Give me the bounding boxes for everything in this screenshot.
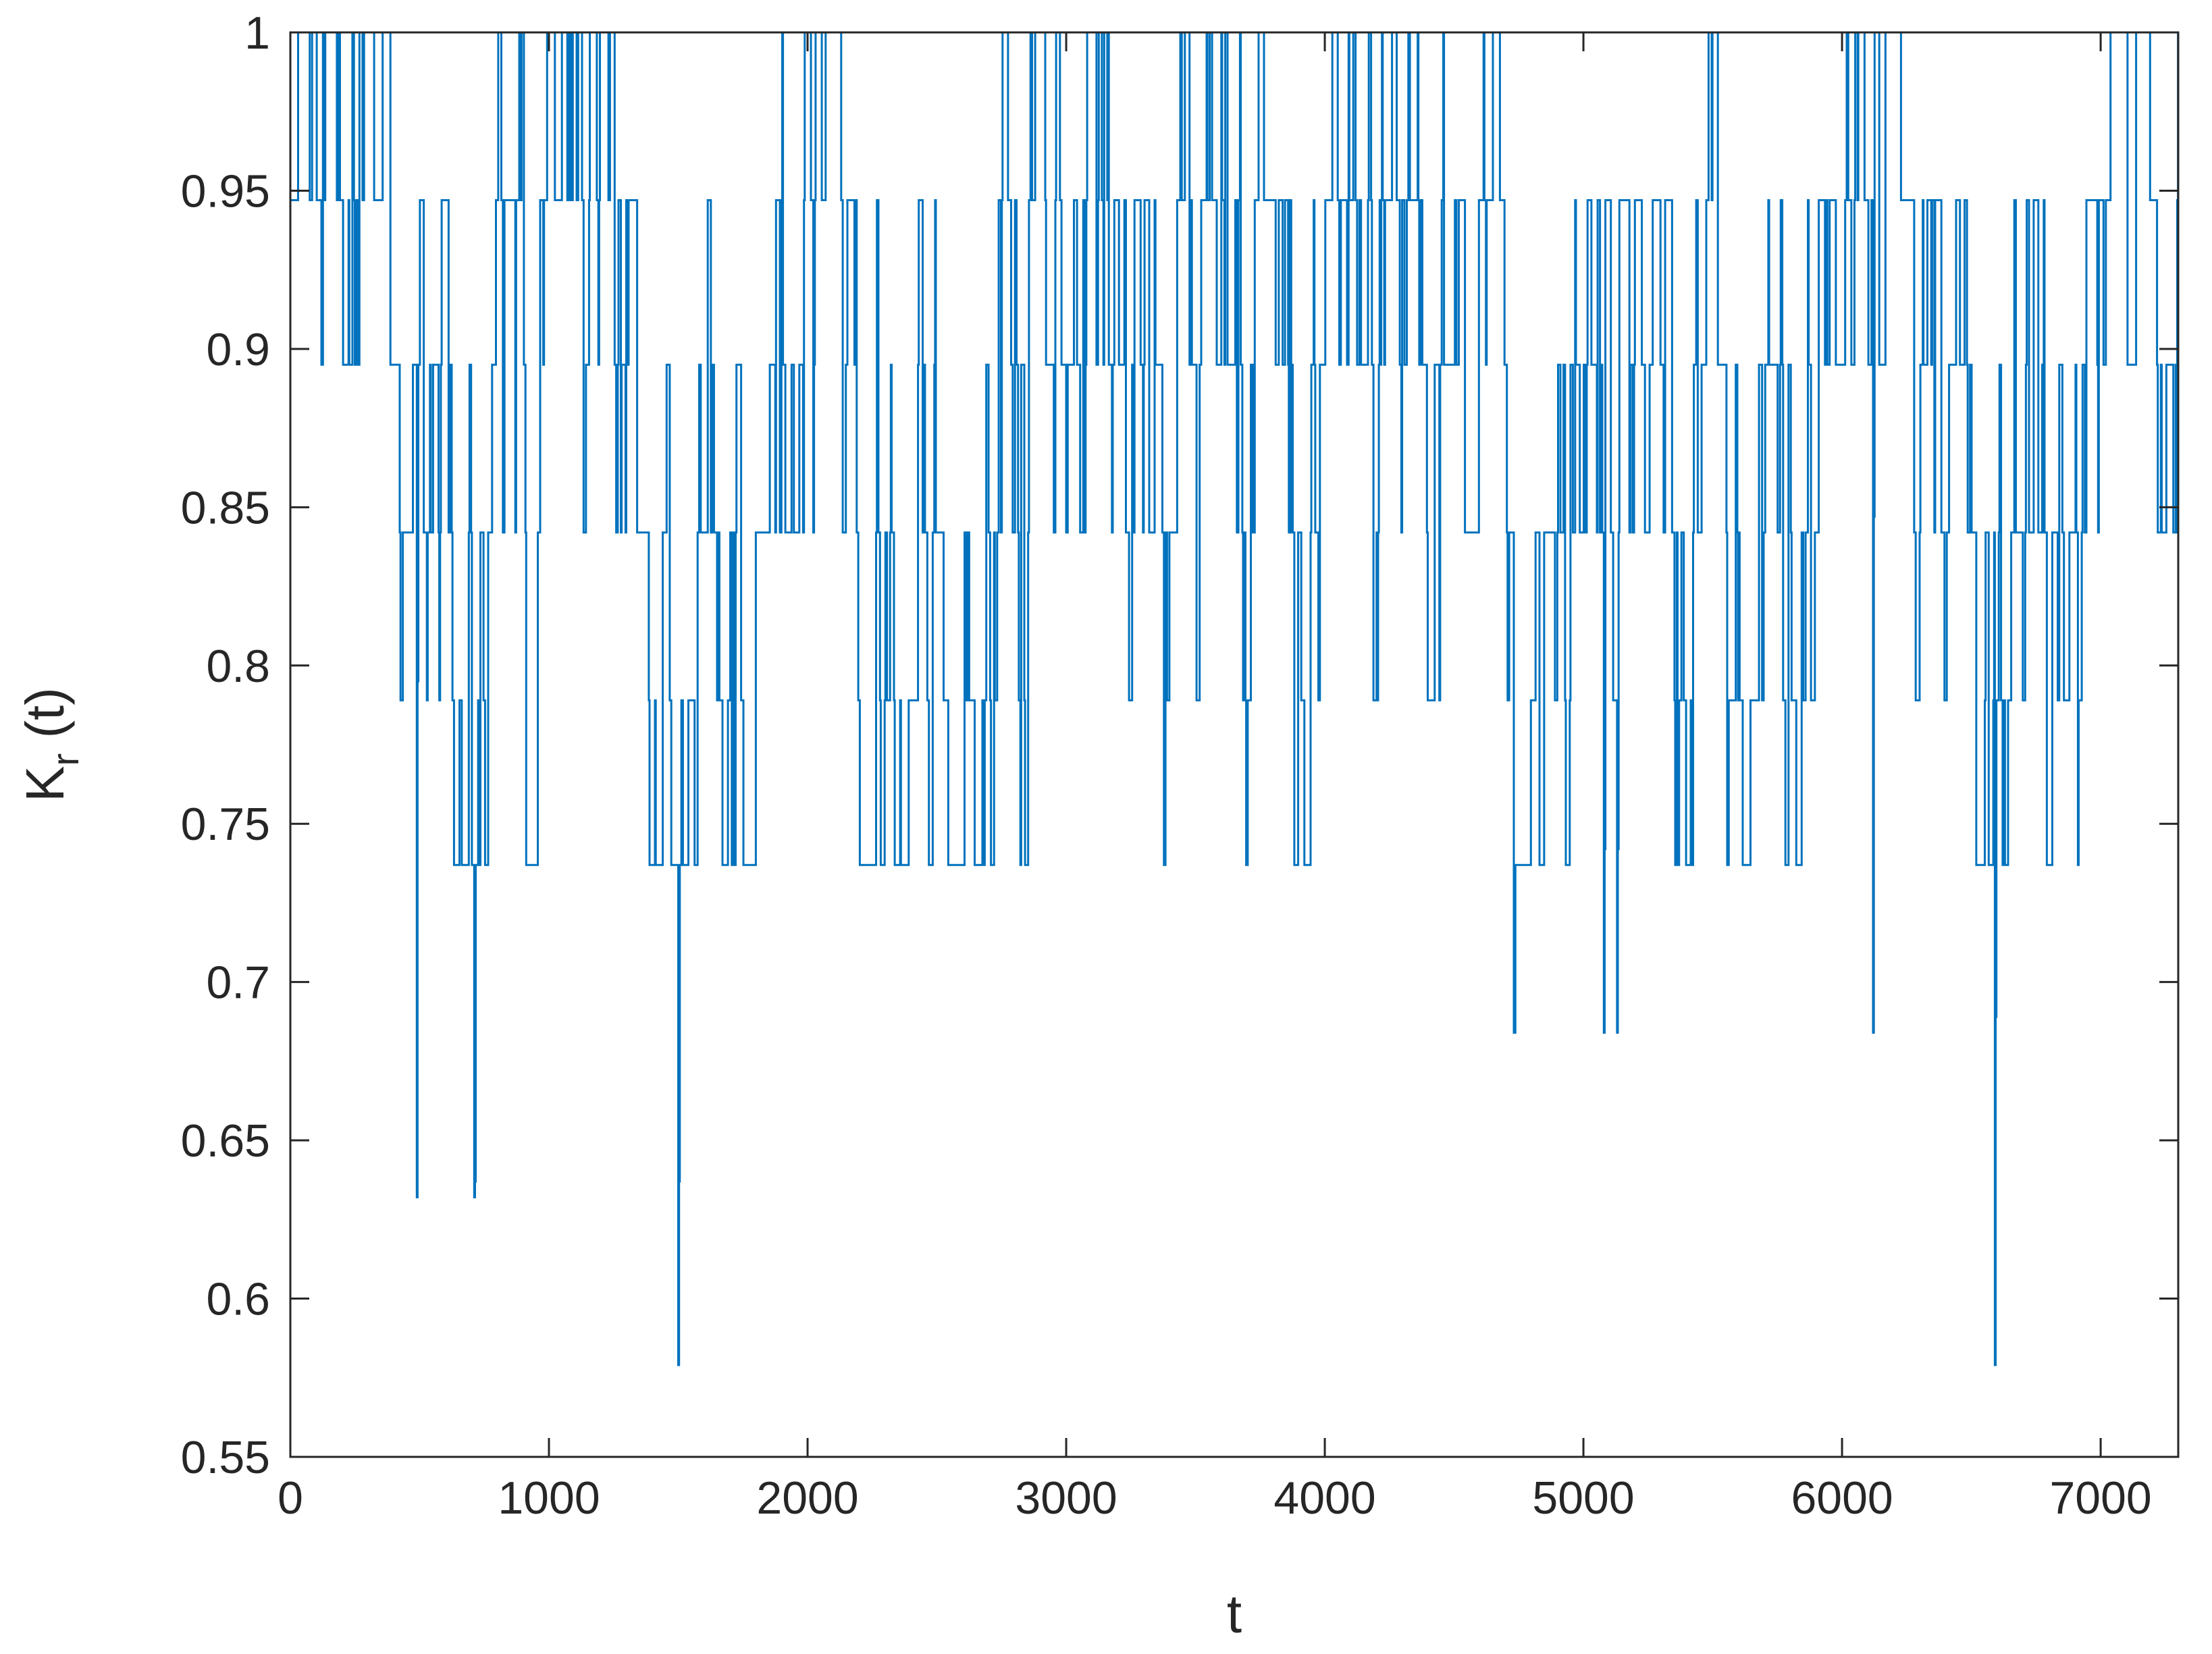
y-tick-label: 0.55 bbox=[181, 1432, 270, 1483]
y-axis: 0.55 0.6 0.65 0.7 0.75 0.8 0.85 0.9 0.95 1 bbox=[181, 7, 2178, 1483]
x-tick-label: 5000 bbox=[1532, 1472, 1634, 1524]
x-tick-label: 4000 bbox=[1273, 1472, 1375, 1524]
x-tick-label: 2000 bbox=[756, 1472, 858, 1524]
y-tick-label: 0.6 bbox=[206, 1274, 270, 1325]
x-axis-label: t bbox=[1227, 1584, 1242, 1644]
x-tick-label: 1000 bbox=[498, 1472, 600, 1524]
y-axis-label-subscript: r bbox=[44, 753, 86, 766]
y-tick-label: 1 bbox=[244, 7, 270, 59]
x-tick-label: 3000 bbox=[1015, 1472, 1117, 1524]
plot-area: 0 1000 2000 3000 4000 5000 6000 7000 0.55 0.6 0.6… bbox=[181, 7, 2180, 1524]
y-axis-label: Kr (t) bbox=[15, 687, 86, 802]
y-tick-label: 0.85 bbox=[181, 482, 270, 533]
axes-box bbox=[289, 31, 2180, 1458]
x-tick-label: 0 bbox=[278, 1472, 303, 1524]
y-tick-label: 0.8 bbox=[206, 641, 270, 692]
y-axis-label-main: K bbox=[15, 766, 75, 802]
y-tick-label: 0.9 bbox=[206, 324, 270, 375]
y-tick-label: 0.95 bbox=[181, 165, 270, 217]
x-tick-label: 6000 bbox=[1791, 1472, 1893, 1524]
y-axis-label-suffix: (t) bbox=[15, 687, 75, 753]
x-axis: 0 1000 2000 3000 4000 5000 6000 7000 bbox=[278, 32, 2152, 1524]
y-tick-label: 0.75 bbox=[181, 799, 270, 850]
y-tick-label: 0.7 bbox=[206, 957, 270, 1009]
x-tick-label: 7000 bbox=[2049, 1472, 2151, 1524]
y-tick-label: 0.65 bbox=[181, 1115, 270, 1167]
